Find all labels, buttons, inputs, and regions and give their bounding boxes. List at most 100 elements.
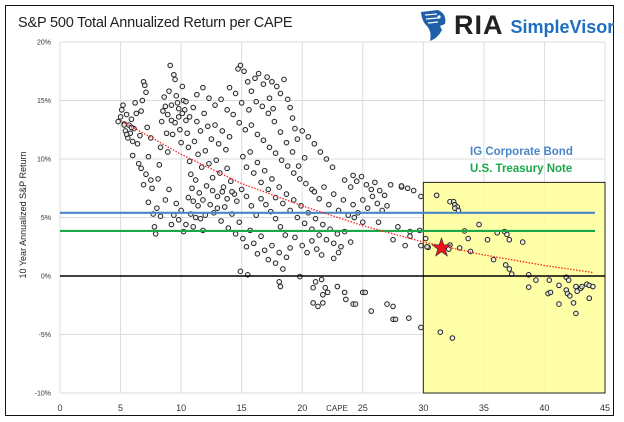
- data-point: [424, 243, 430, 250]
- data-point: [350, 201, 356, 208]
- data-point: [214, 205, 221, 211]
- data-point: [248, 88, 255, 94]
- data-point: [244, 78, 251, 85]
- data-point: [586, 295, 593, 302]
- data-point: [390, 236, 396, 243]
- data-point: [135, 160, 142, 167]
- data-point: [287, 104, 293, 111]
- data-point: [203, 183, 210, 189]
- data-point: [213, 157, 220, 163]
- data-point: [192, 214, 199, 221]
- data-point: [264, 74, 270, 80]
- data-point: [334, 231, 341, 237]
- data-point: [309, 238, 315, 244]
- data-point: [214, 193, 221, 200]
- y-tick-label: 0%: [41, 274, 51, 281]
- data-point: [590, 283, 596, 290]
- data-point: [340, 197, 347, 203]
- data-point: [215, 140, 222, 147]
- data-point: [144, 124, 150, 131]
- data-point: [266, 144, 273, 151]
- data-point: [476, 221, 482, 228]
- data-point: [218, 96, 224, 103]
- data-point: [184, 130, 190, 137]
- data-point: [301, 220, 308, 227]
- data-point: [190, 198, 197, 204]
- data-point: [381, 192, 388, 199]
- data-point: [465, 235, 471, 242]
- data-point: [519, 239, 526, 245]
- data-point: [565, 277, 572, 283]
- data-point: [315, 303, 321, 310]
- data-point: [368, 308, 375, 314]
- data-point: [269, 242, 275, 249]
- data-point: [265, 110, 272, 117]
- data-point: [194, 91, 200, 98]
- data-point: [202, 148, 209, 154]
- data-point: [140, 181, 147, 188]
- data-point: [556, 282, 562, 289]
- chart-title: S&P 500 Total Annualized Return per CAPE: [18, 15, 293, 31]
- x-tick-label: 15: [237, 403, 247, 413]
- data-point: [138, 165, 144, 172]
- data-point: [290, 197, 297, 203]
- data-point: [280, 266, 286, 272]
- data-point: [347, 239, 354, 245]
- x-axis-label: CAPE: [326, 404, 348, 413]
- data-point: [303, 180, 309, 187]
- data-point: [292, 125, 298, 132]
- data-point: [175, 105, 182, 112]
- data-point: [226, 133, 233, 140]
- data-point: [261, 167, 268, 174]
- data-point: [283, 191, 290, 197]
- data-point: [282, 232, 289, 238]
- data-point: [201, 110, 207, 117]
- data-point: [259, 103, 266, 110]
- data-point: [141, 82, 148, 89]
- data-point: [206, 95, 212, 101]
- data-point: [376, 187, 383, 194]
- data-point: [243, 193, 250, 200]
- data-point: [162, 103, 169, 110]
- data-point: [248, 122, 255, 128]
- data-point: [154, 205, 160, 211]
- data-point: [372, 179, 378, 186]
- data-point: [219, 188, 226, 195]
- data-point: [145, 199, 152, 206]
- x-tick-label: 45: [600, 403, 610, 413]
- data-point: [330, 240, 337, 247]
- data-point: [171, 71, 177, 78]
- data-point: [277, 90, 284, 97]
- points: [115, 62, 596, 341]
- data-point: [129, 152, 136, 159]
- data-point: [395, 224, 401, 230]
- data-point: [490, 256, 497, 263]
- data-point: [506, 236, 513, 243]
- data-point: [347, 184, 354, 190]
- data-point: [167, 62, 174, 69]
- data-point: [168, 102, 175, 108]
- data-point: [232, 90, 239, 97]
- data-point: [173, 200, 180, 207]
- data-point: [189, 185, 195, 192]
- data-point: [160, 108, 166, 114]
- data-point: [194, 118, 200, 125]
- data-point: [280, 200, 286, 207]
- x-tick-label: 10: [176, 403, 186, 413]
- data-point: [175, 217, 182, 223]
- data-point: [143, 171, 149, 178]
- eagle-head-icon: [421, 10, 446, 41]
- data-point: [179, 110, 186, 117]
- data-point: [132, 100, 138, 106]
- data-point: [277, 283, 284, 290]
- data-point: [272, 150, 279, 156]
- data-point: [320, 291, 326, 298]
- data-point: [220, 184, 227, 190]
- data-point: [260, 81, 267, 87]
- data-point: [134, 140, 141, 147]
- data-point: [241, 68, 247, 75]
- data-point: [312, 279, 319, 285]
- y-tick-label: 10%: [37, 157, 51, 164]
- data-point: [258, 195, 264, 202]
- data-point: [195, 151, 201, 158]
